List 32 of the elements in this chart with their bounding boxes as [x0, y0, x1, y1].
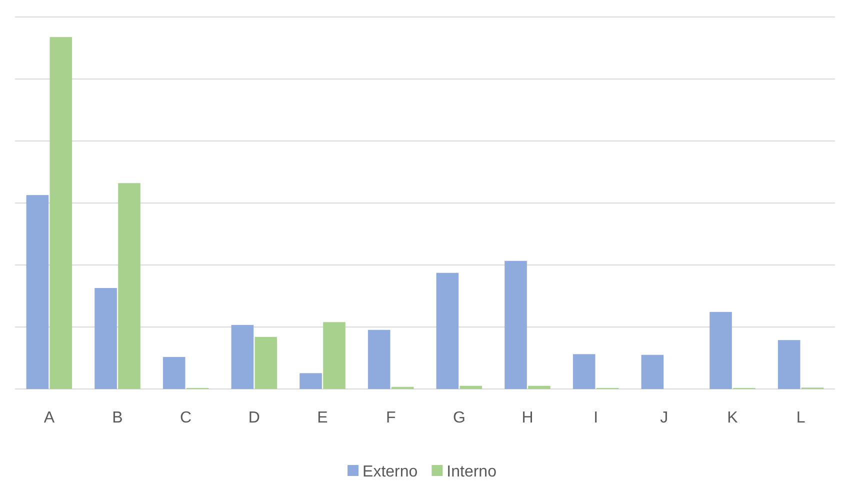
x-tick-label: L	[796, 409, 806, 426]
bar	[26, 195, 49, 389]
bar	[94, 288, 117, 389]
x-tick-label: H	[522, 409, 534, 426]
bar	[231, 324, 254, 389]
bar	[710, 312, 732, 389]
x-tick-label: I	[594, 409, 598, 426]
bar	[254, 336, 278, 389]
x-tick-label: F	[386, 409, 396, 426]
x-tick-label: C	[180, 409, 192, 426]
x-tick-label: E	[317, 409, 328, 426]
bar	[323, 322, 346, 389]
bar	[50, 37, 72, 389]
x-tick-label: B	[112, 409, 123, 426]
bar	[572, 354, 596, 389]
bar	[118, 183, 140, 389]
x-tick-label: K	[727, 409, 738, 426]
bar	[504, 260, 527, 389]
x-tick-label: G	[452, 409, 466, 426]
bar	[436, 272, 459, 389]
x-tick-label: J	[660, 409, 668, 426]
legend-label: Externo	[362, 464, 418, 481]
bar	[368, 330, 390, 389]
bar	[778, 340, 800, 389]
legend-label: Interno	[446, 464, 497, 481]
bar	[300, 373, 322, 389]
bar	[641, 354, 664, 389]
x-tick-label: D	[248, 409, 260, 426]
bar	[528, 386, 550, 389]
x-tick-label: A	[44, 409, 55, 426]
bar	[162, 356, 186, 389]
bar	[460, 386, 482, 389]
